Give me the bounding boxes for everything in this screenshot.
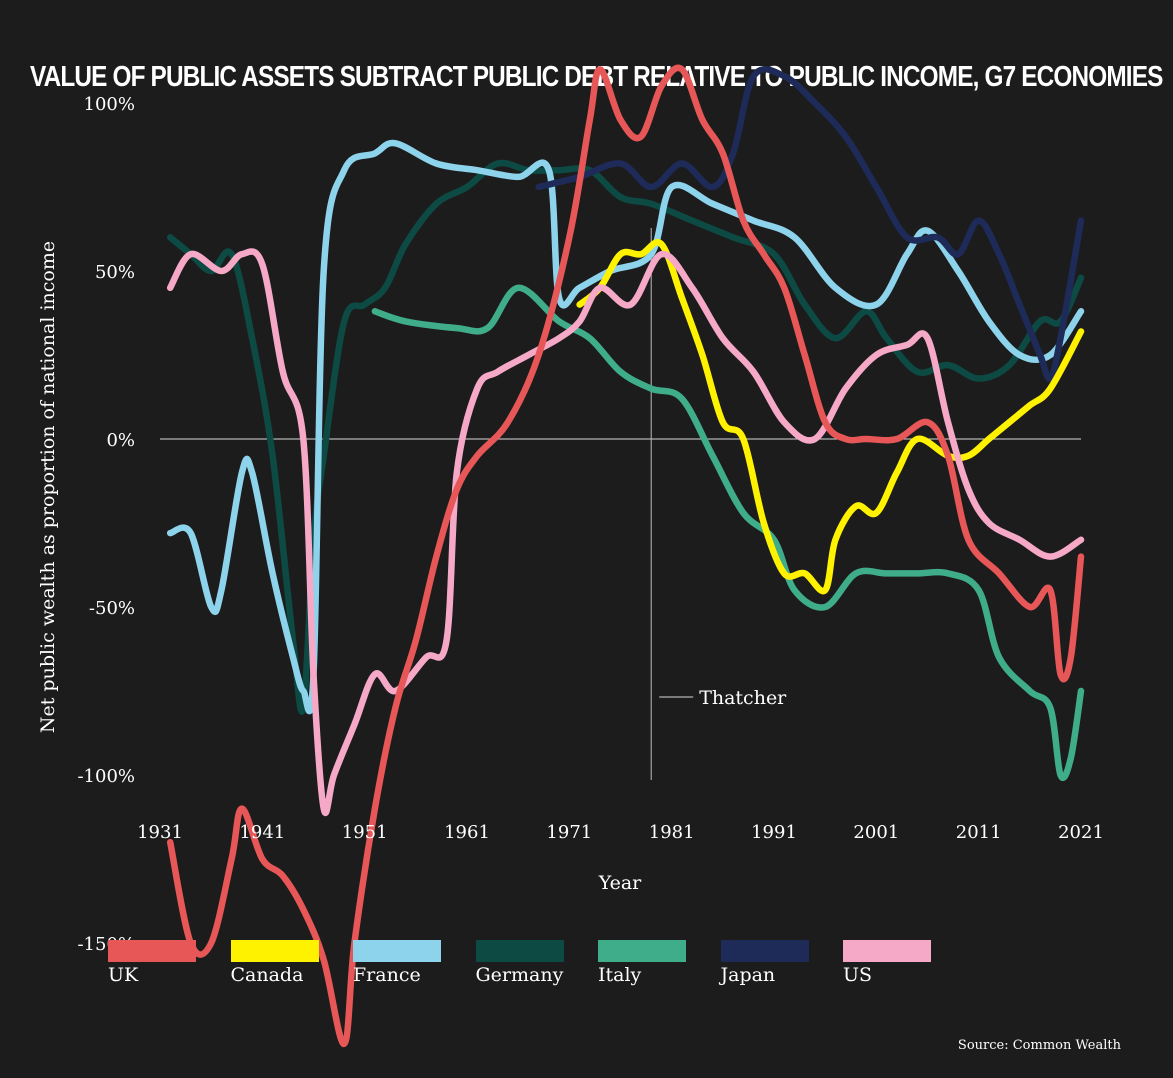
legend-label: UK (108, 964, 139, 986)
x-axis-title: Year (598, 872, 642, 894)
x-tick-label: 1951 (342, 822, 388, 843)
series-line-france (166, 139, 1085, 715)
y-tick-label: 100% (84, 94, 135, 115)
y-axis-title: Net public wealth as proportion of natio… (37, 241, 59, 733)
y-tick-label: -50% (89, 598, 135, 619)
legend-label: Italy (598, 964, 642, 986)
legend-swatch (353, 940, 441, 962)
legend-item-japan: Japan (720, 940, 821, 986)
legend-item-uk: UK (108, 940, 208, 986)
legend-swatch (108, 940, 196, 962)
x-tick-label: 2001 (853, 822, 899, 843)
legend-item-france: France (353, 940, 453, 986)
series-layer (166, 64, 1085, 1048)
y-tick-label: 50% (95, 262, 135, 283)
legend-item-italy: Italy (598, 940, 698, 986)
legend-swatch (475, 940, 564, 962)
x-tick-label: 1981 (649, 822, 695, 843)
x-tick-label: 1941 (239, 822, 285, 843)
y-tick-label: 0% (106, 430, 135, 451)
x-tick-label: 1961 (444, 822, 490, 843)
legend: UK Canada France Germany Italy Japan US (108, 940, 1008, 1000)
x-tick-label: 2021 (1058, 822, 1104, 843)
legend-swatch (598, 940, 686, 962)
y-tick-label: -100% (77, 766, 135, 787)
source-note: Source: Common Wealth (957, 1038, 1121, 1053)
legend-label: Germany (475, 964, 564, 986)
legend-label: Japan (720, 964, 776, 986)
x-tick-label: 1991 (751, 822, 797, 843)
legend-item-germany: Germany (475, 940, 576, 986)
x-tick-label: 2011 (956, 822, 1002, 843)
thatcher-label: Thatcher (699, 687, 787, 709)
legend-label: US (843, 964, 873, 986)
legend-swatch (720, 940, 809, 962)
legend-label: France (353, 964, 421, 986)
legend-item-canada: Canada (230, 940, 331, 986)
series-line-japan (535, 66, 1085, 383)
series-line-germany (166, 159, 1085, 715)
series-line-uk (166, 64, 1085, 1048)
legend-label: Canada (230, 964, 304, 986)
legend-item-us: US (843, 940, 943, 986)
legend-swatch (230, 940, 319, 962)
legend-swatch (843, 940, 931, 962)
series-line-canada (576, 239, 1085, 595)
series-line-italy (371, 284, 1085, 782)
x-tick-label: 1931 (137, 822, 183, 843)
x-tick-label: 1971 (546, 822, 592, 843)
series-line-us (166, 248, 1085, 816)
